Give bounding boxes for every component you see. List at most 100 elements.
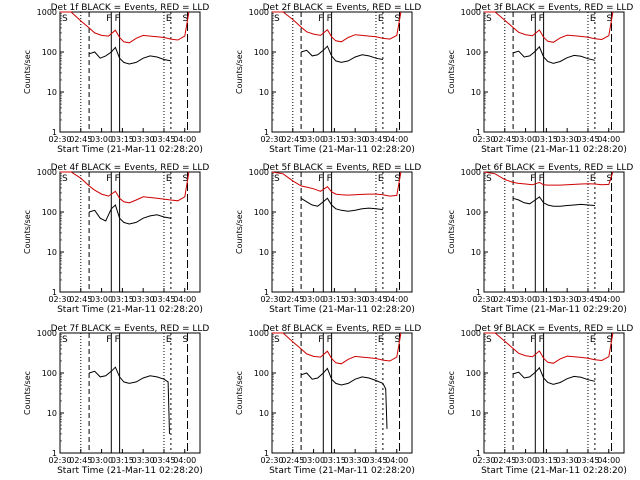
y-axis-label: Counts/sec xyxy=(447,50,456,94)
y-tick-label: 100 xyxy=(466,48,481,57)
x-tick-label: 02:30 xyxy=(472,135,495,144)
y-axis-label: Counts/sec xyxy=(23,210,32,254)
event-marker-label: F xyxy=(530,174,535,184)
event-marker-label: S xyxy=(395,174,401,184)
y-tick-label: 100 xyxy=(254,369,269,378)
y-tick-label: 1 xyxy=(264,128,269,137)
panel-title: Det 8f BLACK = Events, RED = LLD xyxy=(263,324,422,334)
y-tick-label: 10 xyxy=(47,88,57,97)
x-tick-label: 02:30 xyxy=(260,295,283,304)
y-tick-label: 100 xyxy=(466,369,481,378)
x-tick-label: 03:00 xyxy=(90,135,113,144)
y-tick-label: 1000 xyxy=(37,168,57,177)
x-axis-label: Start Time (21-Mar-11 02:28:20) xyxy=(269,305,415,315)
event-marker-label: S xyxy=(274,335,280,345)
panel-title: Det 3f BLACK = Events, RED = LLD xyxy=(475,3,634,13)
event-marker-label: F xyxy=(115,174,120,184)
x-tick-label: 04:00 xyxy=(173,295,196,304)
x-tick-label: 03:00 xyxy=(302,295,325,304)
x-tick-label: 03:00 xyxy=(90,295,113,304)
event-marker-label: S xyxy=(486,14,492,24)
x-tick-label: 03:30 xyxy=(344,456,367,465)
detector-panel: Det 2f BLACK = Events, RED = LLD 1 10 100 10… xyxy=(235,3,421,155)
x-tick-label: 03:30 xyxy=(344,295,367,304)
panel-title: Det 4f BLACK = Events, RED = LLD xyxy=(51,163,210,173)
event-marker-label: E xyxy=(378,335,384,345)
axes-frame xyxy=(271,171,413,293)
y-tick-label: 100 xyxy=(466,208,481,217)
x-axis-label: Start Time (21-Mar-11 02:28:20) xyxy=(269,466,415,476)
x-tick-label: 03:30 xyxy=(132,135,155,144)
x-axis-label: Start Time (21-Mar-11 02:28:20) xyxy=(481,145,627,155)
y-tick-label: 10 xyxy=(471,88,481,97)
event-marker-label: E xyxy=(378,174,384,184)
y-tick-label: 1000 xyxy=(37,329,57,338)
event-marker-label: S xyxy=(607,335,613,345)
panel-title: Det 5f BLACK = Events, RED = LLD xyxy=(263,163,422,173)
x-tick-label: 02:30 xyxy=(48,295,71,304)
events-series-line xyxy=(512,45,596,64)
x-tick-label: 04:00 xyxy=(597,295,620,304)
x-tick-label: 04:00 xyxy=(385,135,408,144)
x-tick-label: 03:30 xyxy=(556,135,579,144)
x-tick-label: 03:00 xyxy=(302,135,325,144)
detector-panel: Det 3f BLACK = Events, RED = LLD 1 10 100 10… xyxy=(447,3,633,155)
event-marker-label: E xyxy=(378,14,384,24)
y-tick-label: 1 xyxy=(52,449,57,458)
x-tick-label: 03:45 xyxy=(364,295,387,304)
x-tick-label: 03:30 xyxy=(132,456,155,465)
y-tick-label: 1000 xyxy=(461,329,481,338)
y-axis-label: Counts/sec xyxy=(447,371,456,415)
y-axis-label: Counts/sec xyxy=(235,50,244,94)
event-marker-label: S xyxy=(62,14,68,24)
detector-panel: Det 9f BLACK = Events, RED = LLD 1 10 100 10… xyxy=(447,324,633,476)
x-tick-label: 04:00 xyxy=(173,135,196,144)
y-tick-label: 1 xyxy=(476,288,481,297)
x-tick-label: 03:15 xyxy=(111,456,134,465)
x-axis-label: Start Time (21-Mar-11 02:28:20) xyxy=(481,466,627,476)
event-marker-label: E xyxy=(166,335,172,345)
panel-title: Det 7f BLACK = Events, RED = LLD xyxy=(51,324,210,334)
event-marker-label: F xyxy=(530,335,535,345)
x-tick-label: 03:45 xyxy=(576,456,599,465)
axes-frame xyxy=(59,171,201,293)
y-tick-label: 1000 xyxy=(461,168,481,177)
y-axis-label: Counts/sec xyxy=(235,210,244,254)
event-marker-label: S xyxy=(183,174,189,184)
x-tick-label: 02:45 xyxy=(493,135,516,144)
event-marker-label: F xyxy=(327,14,332,24)
x-tick-label: 03:45 xyxy=(152,456,175,465)
x-tick-label: 02:45 xyxy=(281,456,304,465)
event-marker-label: S xyxy=(274,174,280,184)
x-tick-label: 02:45 xyxy=(69,456,92,465)
y-tick-label: 10 xyxy=(259,248,269,257)
lld-series-line xyxy=(484,332,614,364)
x-tick-label: 04:00 xyxy=(173,456,196,465)
y-tick-label: 100 xyxy=(254,48,269,57)
x-tick-label: 04:00 xyxy=(385,295,408,304)
x-tick-label: 04:00 xyxy=(385,456,408,465)
events-series-line xyxy=(300,367,388,429)
event-marker-label: E xyxy=(590,335,596,345)
event-marker-label: S xyxy=(62,335,68,345)
event-marker-label: E xyxy=(590,14,596,24)
x-tick-label: 03:15 xyxy=(535,456,558,465)
y-tick-label: 1 xyxy=(476,449,481,458)
event-marker-label: E xyxy=(166,174,172,184)
x-tick-label: 03:00 xyxy=(514,295,537,304)
x-tick-label: 04:00 xyxy=(597,456,620,465)
x-tick-label: 02:45 xyxy=(281,135,304,144)
axes-frame xyxy=(271,332,413,454)
x-tick-label: 02:45 xyxy=(281,295,304,304)
x-tick-label: 03:15 xyxy=(323,295,346,304)
panel-title: Det 2f BLACK = Events, RED = LLD xyxy=(263,3,422,13)
events-series-line xyxy=(512,196,595,207)
y-tick-label: 10 xyxy=(47,409,57,418)
x-tick-label: 04:00 xyxy=(597,135,620,144)
x-tick-label: 02:30 xyxy=(260,456,283,465)
event-marker-label: S xyxy=(486,174,492,184)
event-marker-label: F xyxy=(106,14,111,24)
detector-panel: Det 7f BLACK = Events, RED = LLD 1 10 100 10… xyxy=(23,324,209,476)
y-tick-label: 100 xyxy=(254,208,269,217)
